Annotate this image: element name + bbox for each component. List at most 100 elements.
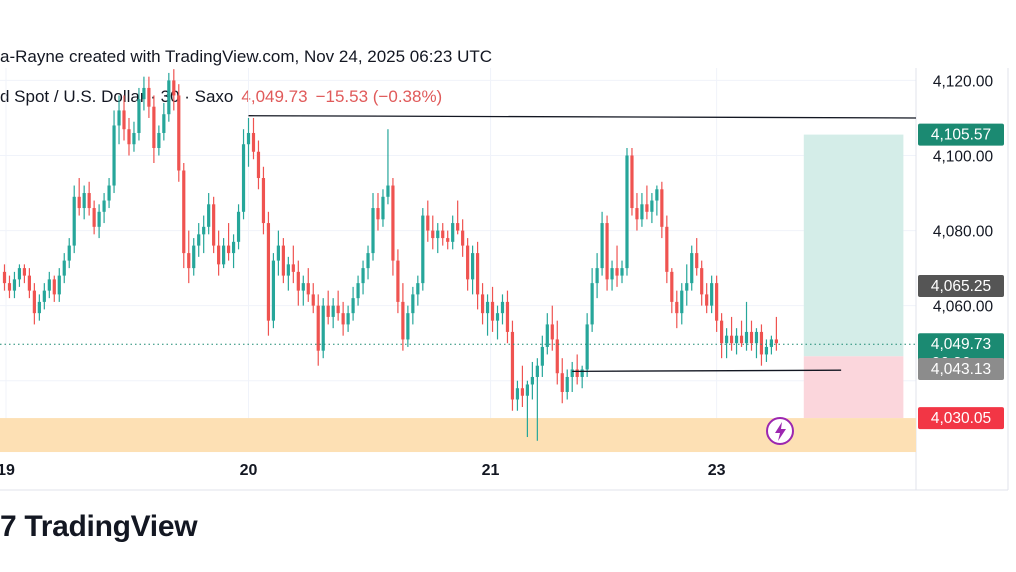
candle-body <box>7 283 12 291</box>
price-chart[interactable]: 4,120.00 4,100.00 4,080.00 4,060.00 19 20 21 2… <box>0 0 1016 500</box>
candle-body <box>37 301 41 314</box>
chart-attribution: a-Rayne created with TradingView.com, No… <box>0 47 493 66</box>
candle-body <box>749 331 754 344</box>
price-label-text: 4,043.13 <box>931 361 991 378</box>
candle-body <box>500 301 505 314</box>
candle-body <box>401 301 405 340</box>
candle-body <box>680 290 684 314</box>
candle-body <box>446 238 450 242</box>
candle-body <box>715 283 719 321</box>
candle-body <box>331 305 335 317</box>
candle-body <box>635 208 639 220</box>
trend-lines[interactable] <box>0 115 917 372</box>
price-tick-label: 4,120.00 <box>933 73 994 90</box>
candle-body <box>431 230 435 239</box>
candle-body <box>705 294 709 306</box>
candle-body <box>650 200 654 212</box>
candle-body <box>336 305 340 314</box>
candle-body <box>142 87 146 100</box>
price-tick-label: 4,100.00 <box>933 149 994 166</box>
candle-body <box>256 151 261 179</box>
candle-body <box>535 365 539 377</box>
time-axis[interactable]: 19 20 21 23 <box>0 462 726 479</box>
candle-body <box>690 253 694 284</box>
candle-body <box>182 170 186 254</box>
candle-body <box>466 245 470 280</box>
candle-body <box>351 298 355 314</box>
candle-body <box>301 283 305 291</box>
candle-body <box>42 290 46 302</box>
candle-body <box>565 376 569 392</box>
candle-body <box>2 271 7 284</box>
candle-body <box>670 271 674 302</box>
price-change-text: −15.53 (−0.38%) <box>315 87 443 106</box>
candle-body <box>471 253 475 280</box>
candle-body <box>241 144 246 212</box>
candle-body <box>645 204 649 212</box>
candle-body <box>167 80 171 115</box>
candle-body <box>729 335 734 344</box>
candle-body <box>127 129 131 145</box>
candle-body <box>117 110 121 126</box>
candle-body <box>475 253 480 295</box>
candle-body <box>600 223 604 269</box>
candle-body <box>774 339 778 344</box>
price-label-box <box>918 407 1004 430</box>
candle-body <box>271 260 276 321</box>
candle-body <box>296 271 300 291</box>
candle-body <box>550 324 554 340</box>
candle-body <box>515 388 520 400</box>
lightning-icon[interactable] <box>766 417 794 445</box>
candle-body <box>311 294 315 306</box>
price-label-text: 4,065.25 <box>931 278 991 295</box>
candle-body <box>734 335 739 344</box>
resistance-line <box>248 115 917 119</box>
candle-body <box>197 234 201 246</box>
candle-body <box>570 369 574 377</box>
candlestick-series <box>2 69 778 441</box>
candle-body <box>655 189 659 201</box>
candle-body <box>530 376 534 385</box>
stop-zone <box>803 356 904 419</box>
candle-body <box>640 204 644 220</box>
last-price-text: 4,049.73 <box>241 87 308 106</box>
target-zone <box>803 134 904 357</box>
candle-body <box>212 204 216 246</box>
candle-body <box>326 305 330 317</box>
candle-body <box>520 388 525 396</box>
candle-body <box>162 114 166 133</box>
candle-body <box>615 268 619 276</box>
candle-body <box>525 384 529 396</box>
candle-body <box>87 193 91 209</box>
candle-body <box>700 268 704 295</box>
candle-body <box>490 301 495 321</box>
price-label-text: 4,105.57 <box>931 127 991 144</box>
candle-body <box>595 268 599 284</box>
candle-body <box>316 305 320 351</box>
candle-body <box>744 331 749 344</box>
candle-body <box>92 208 96 227</box>
candle-body <box>187 253 191 269</box>
candle-body <box>421 215 425 284</box>
time-tick-label: 21 <box>482 462 500 479</box>
candle-body <box>764 346 769 355</box>
candle-body <box>137 99 141 133</box>
candle-body <box>769 339 774 347</box>
candle-body <box>246 132 251 145</box>
candle-body <box>172 80 176 96</box>
candle-body <box>660 189 664 227</box>
candle-body <box>286 264 290 276</box>
candle-body <box>560 373 564 392</box>
price-axis[interactable]: 4,120.00 4,100.00 4,080.00 4,060.00 <box>933 73 994 315</box>
candle-body <box>17 268 22 280</box>
candle-body <box>192 245 196 269</box>
candle-body <box>371 208 375 254</box>
candle-body <box>276 245 280 261</box>
candle-body <box>391 185 395 261</box>
candle-body <box>231 241 236 254</box>
candle-body <box>555 339 559 374</box>
candle-body <box>366 253 370 269</box>
candle-body <box>291 264 295 272</box>
candle-body <box>202 226 206 235</box>
candle-body <box>495 313 500 321</box>
